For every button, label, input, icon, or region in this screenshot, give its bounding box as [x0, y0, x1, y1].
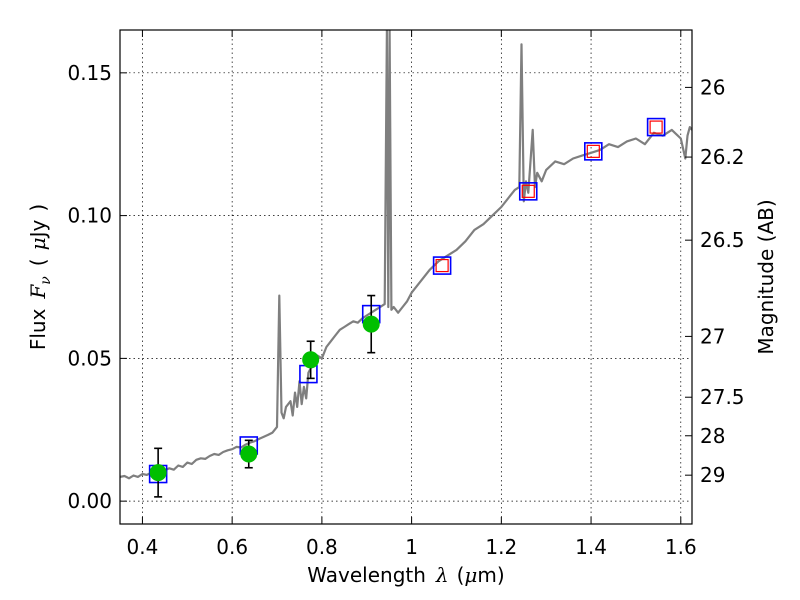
nir-photometry-box: [586, 144, 600, 158]
model-photometry-box: [584, 142, 603, 161]
y2-tick-label: 26: [700, 75, 725, 99]
spectrum-series: [120, 30, 692, 480]
x-axis-label-text: Wavelength: [307, 563, 426, 587]
y-tick-label: 0.05: [67, 346, 112, 370]
observed-point: [240, 445, 258, 463]
y-axis-unit-open: (: [26, 258, 50, 266]
x-tick-label: 1.4: [575, 535, 607, 559]
y2-tick-label: 26.2: [700, 145, 745, 169]
y2-axis-label: Magnitude (AB): [754, 199, 778, 354]
spectrum-line: [120, 30, 692, 480]
axis-ticks: 0.4 0.6 0.8 1 1.2 1.4 1.6 0.00 0.05 0.10 0.15 26 26.…: [67, 30, 745, 559]
model-photometry-box: [432, 256, 452, 275]
y-axis-unit-mu: μ: [26, 237, 50, 250]
y-axis-symbol: F: [26, 284, 50, 300]
y-tick-label: 0.10: [67, 204, 112, 228]
y-tick-label: 0.15: [67, 61, 112, 85]
nir-photometry-box: [521, 184, 535, 198]
observed-point: [149, 464, 167, 482]
x-axis-unit-rest: m): [477, 563, 504, 587]
x-axis-unit-mu: μ: [464, 563, 477, 587]
nir-photometry-box: [649, 120, 663, 134]
y-axis-unit-close: ): [26, 204, 50, 212]
observed-points: [149, 315, 380, 482]
x-tick-label: 0.6: [216, 535, 248, 559]
y-axis-unit-rest: Jy: [26, 219, 50, 239]
x-axis-symbol: λ: [435, 563, 449, 587]
plot-frame: [119, 29, 693, 525]
x-axis-label: Wavelength λ (μm): [307, 563, 504, 587]
model-photometry-box: [518, 182, 538, 201]
x-axis-unit-open: (: [457, 563, 465, 587]
y2-tick-label: 29: [700, 463, 725, 487]
x-tick-label: 0.4: [127, 535, 159, 559]
y-axis-subscript: ν: [38, 276, 54, 285]
y-axis-label-text: Flux: [26, 308, 50, 350]
y2-tick-label: 27: [700, 324, 725, 348]
observed-point: [302, 351, 320, 369]
x-tick-label: 0.8: [306, 535, 338, 559]
y2-tick-label: 27.5: [700, 385, 745, 409]
grid-lines: [120, 30, 692, 524]
nir-photometry-box: [435, 258, 449, 273]
x-tick-label: 1: [405, 535, 418, 559]
y-axis-label: Flux Fν ( μJy): [26, 204, 54, 350]
y2-tick-label: 28: [700, 424, 725, 448]
x-tick-label: 1.6: [665, 535, 697, 559]
y-tick-label: 0.00: [67, 489, 112, 513]
model-photometry-box: [646, 117, 666, 137]
x-tick-label: 1.2: [485, 535, 517, 559]
y2-tick-label: 26.5: [700, 228, 745, 252]
observed-point: [362, 315, 380, 333]
